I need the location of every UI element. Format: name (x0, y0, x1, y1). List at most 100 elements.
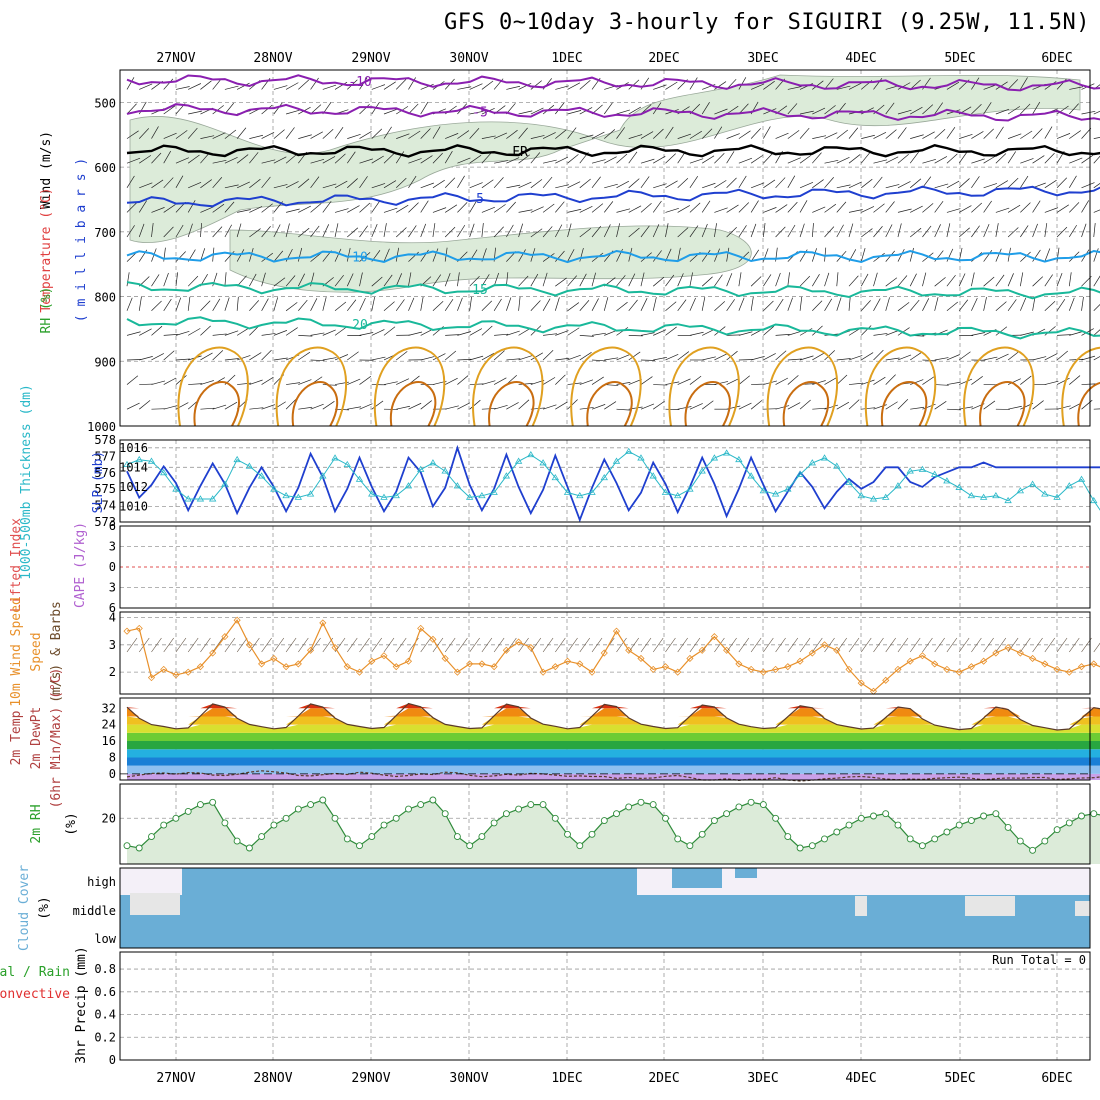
wind-barb (518, 355, 533, 361)
theta-contour-outer (275, 346, 348, 427)
wind-barb (934, 102, 943, 115)
wind-barb-10m (1056, 637, 1068, 653)
wind-barb (481, 135, 496, 139)
wind-barb (824, 159, 839, 164)
wind-tick: 3 (109, 638, 116, 652)
wind-barb (420, 223, 427, 238)
wind-barb (469, 328, 483, 336)
wind-barb (347, 178, 358, 189)
wind-barb (200, 300, 211, 312)
wind-barb (812, 107, 826, 115)
rh-marker (319, 796, 327, 804)
wind-barb (236, 296, 239, 311)
wind-barb (175, 175, 184, 188)
wind-barb (616, 301, 628, 312)
wind-marker (661, 663, 670, 671)
wind-barb (616, 180, 630, 189)
wind-barb (653, 400, 665, 410)
wind-barb (1032, 155, 1045, 164)
wind-barb (163, 272, 169, 287)
wind-barb (897, 181, 911, 189)
wind-barb-10m (1032, 637, 1043, 653)
wind-barb-10m (812, 637, 823, 653)
wind-barb (726, 227, 737, 238)
cloud-level-middle: middle (73, 904, 116, 918)
wind-barb (420, 101, 429, 115)
wind-barb (848, 127, 859, 139)
wind-barb (395, 299, 405, 311)
wind-barb (237, 382, 252, 385)
panel-frame-cloud (119, 867, 1091, 949)
precip-convective-label: Convective (0, 987, 70, 1002)
wind-barb (187, 296, 191, 311)
theta-contour-inner (979, 380, 1026, 427)
wind-barb (543, 333, 558, 336)
wind-barb (139, 83, 153, 90)
wind-barb (1007, 351, 1020, 361)
wind-barb (383, 207, 398, 213)
wind-barb (628, 178, 640, 189)
wind-barb (457, 202, 468, 213)
wind-barb (897, 208, 912, 213)
wind-barb (665, 207, 679, 213)
wind-barb (934, 357, 949, 361)
thickness-marker (172, 485, 180, 492)
wind-barb (738, 331, 753, 336)
wind-barb (151, 223, 154, 238)
wind-barb (665, 81, 678, 90)
wind-barb (1044, 300, 1056, 312)
rh-marker (992, 810, 1000, 818)
wind-barb (530, 273, 539, 287)
panel-frame-press (119, 69, 1091, 427)
wind-barb (1069, 103, 1079, 115)
wind-barb (995, 81, 1008, 90)
wind-barb (371, 128, 383, 139)
slp-tick: 1010 (119, 499, 148, 513)
wind-barb (983, 356, 998, 361)
wind-barb (530, 179, 543, 189)
wind-barb (628, 134, 643, 139)
rh-marker (980, 812, 988, 820)
wind-barb (824, 132, 838, 139)
wind-barb (506, 358, 521, 361)
wind-barb-10m (567, 637, 578, 653)
wind-barb (836, 184, 851, 189)
rh-area (127, 800, 1100, 864)
wind-barb (310, 225, 320, 238)
wind-barb (861, 325, 872, 336)
wind-barb (1056, 204, 1069, 213)
wind-barb (273, 250, 284, 262)
wind-barb (126, 225, 135, 238)
wind-barb (555, 374, 566, 385)
wind-barb (1020, 331, 1035, 336)
wind-barb (738, 157, 753, 164)
wind-barb (359, 272, 363, 287)
wind-barb (285, 181, 299, 189)
wind-barb (1020, 130, 1033, 139)
wind-barb-10m (971, 637, 982, 653)
wind-barb (861, 206, 875, 213)
wind-barb (934, 224, 941, 238)
wind-barb (702, 356, 716, 361)
wind-barb (469, 200, 478, 213)
slp-label: SLP (mb) (91, 451, 106, 514)
wind-barb (139, 356, 153, 361)
wind-barb (811, 274, 820, 287)
wind-barb (591, 159, 606, 164)
wind-barb (334, 301, 347, 312)
precip-tick: 0.8 (94, 962, 116, 976)
temp-tick: 0 (109, 767, 116, 781)
wind-barb (653, 329, 667, 336)
wind-marker (245, 641, 253, 649)
wind-barb (1069, 86, 1084, 90)
wind-barb (359, 202, 371, 213)
rh-marker (196, 801, 204, 809)
wind-barb (714, 153, 725, 164)
wind-barb (346, 299, 357, 312)
wind-barb (310, 176, 320, 189)
wind-barb (555, 102, 565, 115)
wind-barb (151, 152, 162, 164)
wind-barb (885, 374, 896, 385)
wind-barb (506, 184, 521, 189)
wind-barb (763, 353, 776, 361)
